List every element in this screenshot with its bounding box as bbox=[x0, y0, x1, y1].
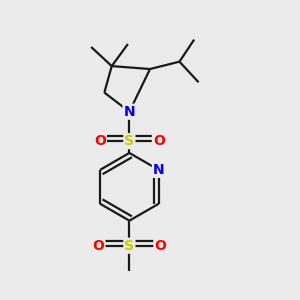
Text: O: O bbox=[153, 134, 165, 148]
Text: O: O bbox=[92, 239, 104, 253]
Text: N: N bbox=[153, 163, 164, 177]
Text: S: S bbox=[124, 239, 134, 253]
Text: O: O bbox=[154, 239, 166, 253]
Text: S: S bbox=[124, 134, 134, 148]
Text: O: O bbox=[94, 134, 106, 148]
Text: N: N bbox=[124, 105, 135, 119]
